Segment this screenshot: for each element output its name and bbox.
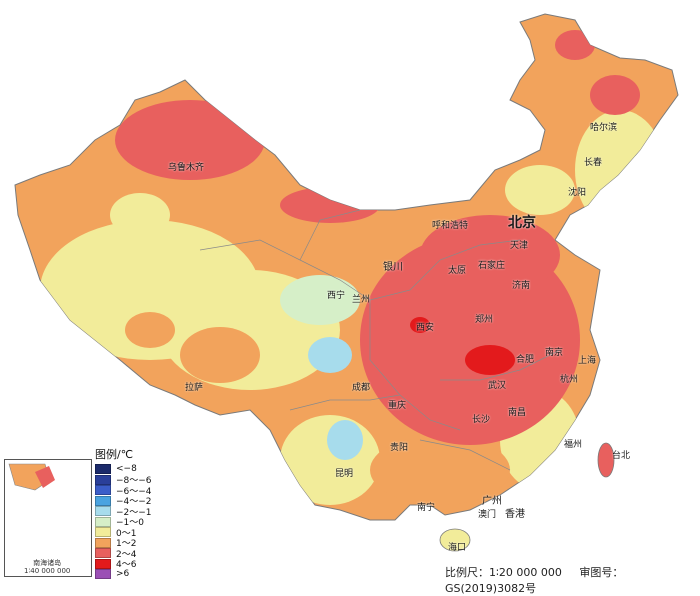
city-label: 乌鲁木齐 xyxy=(168,163,205,173)
legend-label: −8～−6 xyxy=(116,476,152,487)
zone-northeast-red xyxy=(555,30,595,60)
zone-qinghai-cyan2 xyxy=(308,337,352,373)
zone-yunnan-cyan xyxy=(327,420,363,460)
legend-item: <−8 xyxy=(95,464,175,475)
legend-label: 4～6 xyxy=(116,560,137,571)
legend-item: −8～−6 xyxy=(95,474,175,487)
city-label: 呼和浩特 xyxy=(432,221,469,231)
city-label: 昆明 xyxy=(335,469,354,479)
city-label: 广州 xyxy=(482,496,502,507)
city-label: 兰州 xyxy=(352,295,371,305)
zone-inner-mongolia-yellow xyxy=(505,165,575,215)
legend-swatch xyxy=(95,558,111,569)
legend-swatch xyxy=(95,464,111,475)
city-label: 沈阳 xyxy=(568,188,587,198)
city-label: 武汉 xyxy=(488,381,507,391)
city-label: 西宁 xyxy=(327,291,346,301)
city-label: 哈尔滨 xyxy=(590,123,618,133)
zone-heilongjiang-red xyxy=(590,75,640,115)
legend-swatch xyxy=(95,516,111,527)
legend-label: >6 xyxy=(116,569,130,580)
city-label: 海口 xyxy=(448,543,467,553)
city-label: 南京 xyxy=(545,348,564,358)
legend-swatch xyxy=(95,527,111,538)
city-label: 合肥 xyxy=(516,355,535,365)
zone-north-red xyxy=(420,215,560,295)
legend-swatch xyxy=(95,548,111,559)
legend: 图例/℃ <−8 −8～−6 −6～−4 −4～−2 −2～−1 −1～0 0～1 1～2 2～… xyxy=(95,446,175,580)
legend-swatch xyxy=(95,537,111,548)
legend-item: −6～−4 xyxy=(95,485,175,497)
city-label: 西安 xyxy=(416,323,435,333)
zone-southwest-yellow xyxy=(280,415,380,505)
legend-label: 1～2 xyxy=(116,539,137,550)
city-label: 贵阳 xyxy=(390,443,409,453)
inset-label: 南海诸岛 1∶40 000 000 xyxy=(24,559,71,575)
map-footer: 比例尺：1∶20 000 000 审图号：GS(2019)3082号 xyxy=(445,564,700,596)
temperature-anomaly-map xyxy=(14,13,679,552)
zone-tarim-yellow xyxy=(110,193,170,237)
city-label: 石家庄 xyxy=(478,261,506,271)
city-label: 天津 xyxy=(510,241,529,251)
legend-swatch xyxy=(95,485,111,496)
city-label: 南宁 xyxy=(417,503,436,513)
legend-item: 0～1 xyxy=(95,527,175,539)
city-label: 北京 xyxy=(508,215,536,231)
legend-item: 1～2 xyxy=(95,537,175,550)
city-label: 南昌 xyxy=(508,408,527,418)
scale-text: 比例尺：1∶20 000 000 xyxy=(445,566,562,579)
legend-item: −1～0 xyxy=(95,516,175,529)
city-label: 台北 xyxy=(612,451,631,461)
legend-label: <−8 xyxy=(116,464,137,475)
legend-item: 4～6 xyxy=(95,558,175,571)
city-label: 郑州 xyxy=(475,315,494,325)
city-label: 银川 xyxy=(383,262,403,273)
legend-item: 2～4 xyxy=(95,548,175,560)
legend-swatch xyxy=(95,495,111,506)
city-label: 长沙 xyxy=(472,415,491,425)
city-label: 太原 xyxy=(448,266,467,276)
city-label: 香港 xyxy=(505,509,525,520)
south-china-sea-inset xyxy=(4,459,92,577)
legend-item: −2～−1 xyxy=(95,506,175,518)
legend-title: 图例/℃ xyxy=(95,448,134,461)
legend-label: −6～−4 xyxy=(116,486,152,497)
zone-northeast-yellow xyxy=(575,110,665,230)
legend-item: >6 xyxy=(95,569,175,580)
legend-label: −2～−1 xyxy=(116,507,152,518)
zone-xinjiang-red xyxy=(115,100,265,180)
legend-label: −1～0 xyxy=(116,518,144,529)
zone-hubei-deepred xyxy=(465,345,515,375)
hainan-island xyxy=(439,528,471,552)
legend-label: 0～1 xyxy=(116,528,137,539)
legend-swatch xyxy=(95,474,111,485)
zone-henan-deepred xyxy=(410,317,430,333)
legend-swatch xyxy=(95,569,111,580)
zone-tibet-orange xyxy=(180,327,260,383)
city-label: 杭州 xyxy=(560,375,579,385)
city-label: 上海 xyxy=(578,356,597,366)
zone-qinghai-cyan xyxy=(280,275,360,325)
city-label: 重庆 xyxy=(388,401,407,411)
city-label: 拉萨 xyxy=(185,383,204,393)
legend-swatch xyxy=(95,506,111,517)
taiwan-island xyxy=(597,442,615,478)
city-label: 成都 xyxy=(352,383,371,393)
legend-label: −4～−2 xyxy=(116,497,152,508)
zone-xinjiang-orange xyxy=(125,312,175,348)
city-label: 长春 xyxy=(584,158,603,168)
city-label: 福州 xyxy=(564,440,583,450)
city-label: 济南 xyxy=(512,281,531,291)
city-label: 澳门 xyxy=(478,510,497,520)
legend-item: −4～−2 xyxy=(95,495,175,508)
legend-label: 2～4 xyxy=(116,549,137,560)
